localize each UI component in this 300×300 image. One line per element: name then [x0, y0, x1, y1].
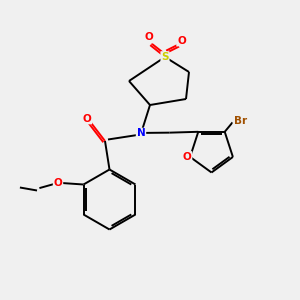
Text: N: N [136, 128, 146, 139]
Text: O: O [82, 113, 91, 124]
Text: O: O [177, 35, 186, 46]
Text: O: O [183, 152, 191, 162]
Text: O: O [144, 32, 153, 43]
Text: Br: Br [233, 116, 247, 126]
Text: S: S [161, 52, 169, 62]
Text: O: O [54, 178, 62, 188]
